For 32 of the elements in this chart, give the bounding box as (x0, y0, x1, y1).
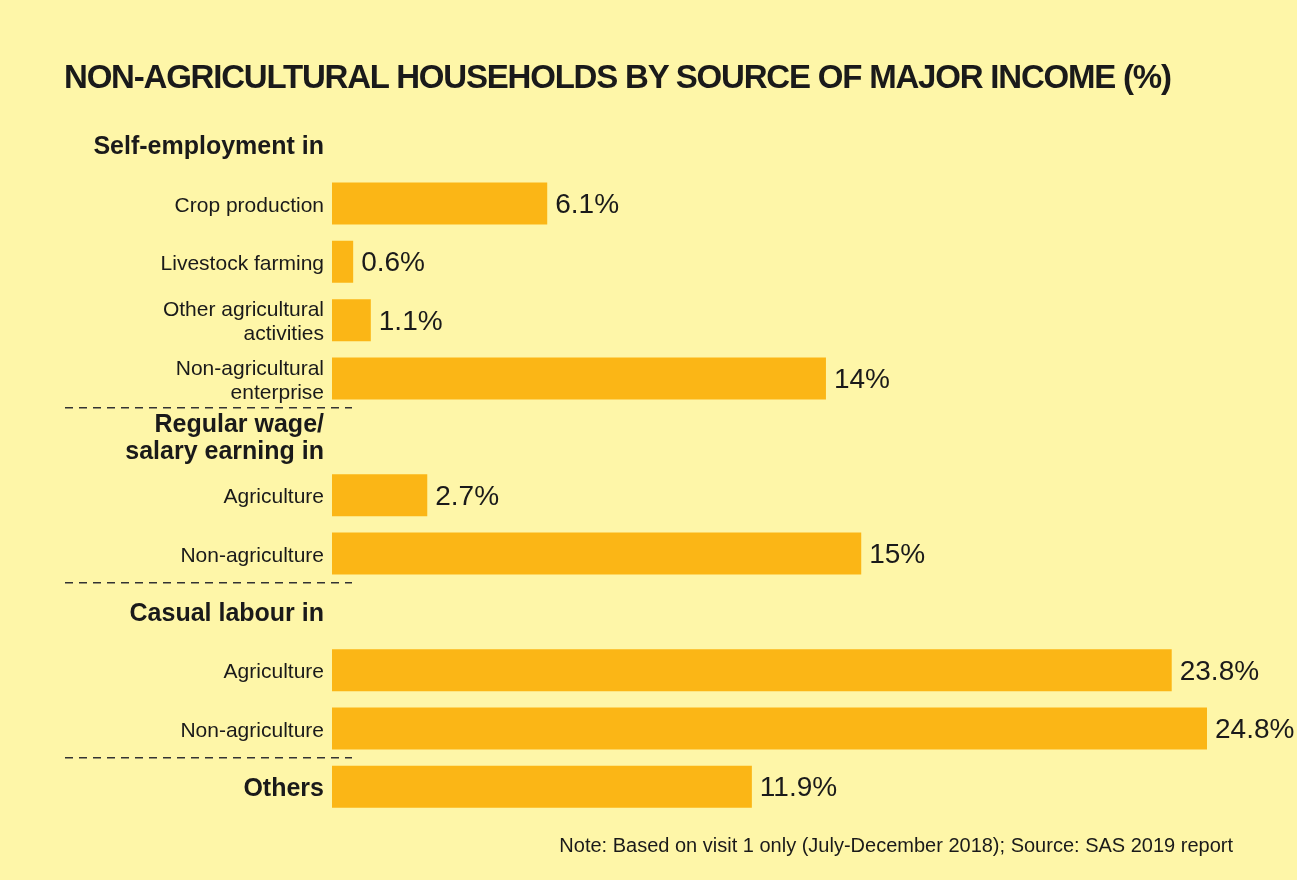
y-tick-label: Non-agricultural enterprise (175, 355, 324, 402)
y-tick-label: Other agricultural activities (162, 296, 324, 344)
data-label: 23.8% (1179, 654, 1260, 686)
data-label: 15% (869, 538, 926, 569)
bar (332, 182, 548, 225)
data-label: 1.1% (378, 304, 443, 336)
data-label: 24.8% (1215, 713, 1295, 744)
data-label: 0.6% (361, 246, 425, 278)
y-tick-label: Others (243, 772, 324, 801)
bar (332, 357, 826, 400)
y-tick-label: Casual labour in (129, 597, 324, 626)
y-tick-label: Agriculture (223, 483, 324, 507)
y-tick-label: Agriculture (223, 658, 324, 682)
data-label: 11.9% (759, 771, 838, 803)
y-tick-label: Regular wage/ salary earning in (125, 409, 325, 465)
y-tick-label: Self-employment in (93, 131, 324, 160)
text: Note: Based on visit 1 only (July-December 2018); Source: SAS 2019 report (559, 834, 1233, 857)
chart-title: NON-AGRICULTURAL HOUSEHOLDS BY SOURCE OF MAJOR INCOME (%) (64, 58, 1171, 96)
bar (332, 299, 371, 342)
bar (332, 649, 1172, 692)
y-tick-label: Crop production (174, 192, 324, 215)
data-label: 6.1% (555, 188, 620, 219)
bar (332, 240, 354, 283)
bar (332, 707, 1207, 750)
bar (332, 765, 752, 808)
data-label: 2.7% (435, 479, 500, 511)
y-tick-label: Livestock farming (160, 250, 324, 274)
y-tick-label: Non-agriculture (180, 542, 324, 565)
bar (332, 474, 428, 517)
bar (332, 532, 862, 575)
y-tick-label: Non-agriculture (180, 717, 324, 740)
data-label: 14% (833, 363, 890, 394)
